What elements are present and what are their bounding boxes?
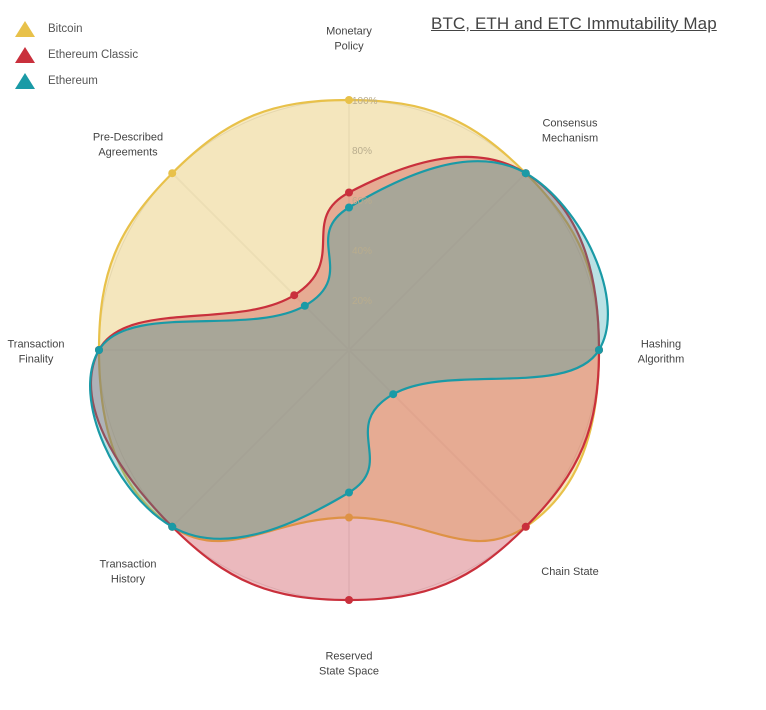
data-point[interactable]	[345, 596, 353, 604]
category-label: Pre-Described Agreements	[93, 132, 163, 159]
radial-tick-label: 100%	[352, 96, 378, 107]
triangle-icon	[15, 73, 35, 89]
series-ethereum[interactable]	[89, 160, 609, 540]
radial-tick-labels: 20% 40% 60% 80% 100%	[352, 96, 378, 307]
category-label: Consensus Mechanism	[542, 118, 598, 145]
data-point[interactable]	[345, 203, 353, 212]
category-label: Reserved State Space	[319, 651, 379, 678]
data-point[interactable]	[95, 346, 103, 354]
triangle-icon	[15, 21, 35, 37]
radial-tick-label: 20%	[352, 296, 372, 307]
radial-tick-label: 60%	[352, 196, 372, 207]
grid-spoke	[171, 172, 350, 351]
data-point[interactable]	[300, 301, 309, 310]
chart-title[interactable]: BTC, ETH and ETC Immutability Map	[431, 14, 717, 33]
data-point[interactable]	[389, 390, 398, 399]
data-point[interactable]	[521, 169, 530, 178]
data-point[interactable]	[168, 522, 177, 531]
triangle-icon	[15, 47, 35, 63]
category-label: Transaction History	[99, 559, 156, 586]
category-label: Monetary Policy	[326, 26, 372, 53]
category-label: Chain State	[541, 566, 598, 578]
grid-spoke	[348, 172, 527, 351]
legend-label: Ethereum	[48, 75, 98, 87]
category-label: Transaction Finality	[7, 339, 64, 366]
data-point[interactable]	[290, 291, 299, 300]
legend-item-bitcoin[interactable]: Bitcoin	[14, 16, 138, 42]
legend-label: Bitcoin	[48, 23, 83, 35]
data-point[interactable]	[345, 513, 353, 522]
series-areas	[89, 96, 609, 604]
category-labels: Monetary Policy Consensus Mechanism Hashing A…	[7, 26, 684, 678]
radar-grid	[98, 99, 600, 601]
data-point[interactable]	[168, 169, 177, 178]
grid-spoke	[171, 349, 350, 528]
legend-label: Ethereum Classic	[48, 49, 139, 61]
grid-spoke	[348, 349, 527, 528]
data-point[interactable]	[595, 346, 603, 354]
legend-item-ethereum[interactable]: Ethereum	[14, 68, 138, 94]
legend: Bitcoin Ethereum Classic Ethereum	[14, 16, 138, 94]
data-point[interactable]	[345, 96, 353, 104]
radial-tick-label: 80%	[352, 146, 372, 157]
legend-item-ethereum-classic[interactable]: Ethereum Classic	[14, 42, 138, 68]
data-point[interactable]	[345, 488, 353, 497]
category-label: Hashing Algorithm	[638, 339, 684, 366]
radial-tick-label: 40%	[352, 246, 372, 257]
data-point[interactable]	[345, 188, 353, 197]
data-point[interactable]	[521, 522, 530, 531]
